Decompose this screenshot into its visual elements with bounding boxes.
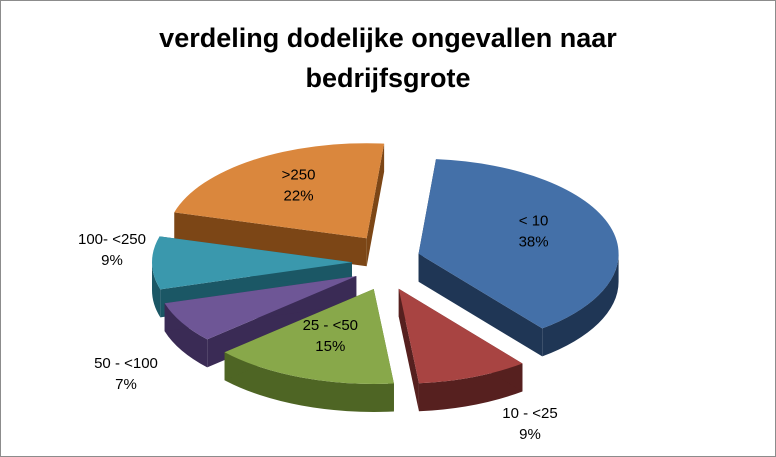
slice-label-4: 100- <250 (78, 231, 146, 248)
slice-label-1: 10 - <25 (502, 405, 557, 422)
slice-label-3: 50 - <100 (94, 355, 158, 372)
pie-slice-top (398, 288, 523, 384)
chart-title: verdeling dodelijke ongevallen naar bedr… (0, 18, 776, 98)
slice-percent-3: 7% (115, 376, 137, 393)
pie-slice-5 (174, 143, 385, 267)
pie-slice-0 (418, 159, 619, 357)
slice-label-5: >250 (282, 166, 316, 183)
pie-slice-2 (224, 288, 394, 412)
slice-percent-5: 22% (284, 187, 314, 204)
slice-percent-4: 9% (101, 252, 123, 269)
chart-title-line-2: bedrijfsgrote (305, 63, 471, 93)
pie-slice-top (224, 288, 394, 384)
pie-slice-top (418, 159, 619, 329)
pie-slice-side (174, 143, 385, 267)
slice-percent-0: 38% (519, 233, 549, 250)
pie-slice-1 (398, 288, 523, 412)
pie-slice-top (152, 236, 353, 290)
slice-label-2: 25 - <50 (303, 317, 358, 334)
pie-slice-top (164, 276, 357, 340)
chart-title-line-1: verdeling dodelijke ongevallen naar (159, 23, 617, 53)
pie-slice-top (174, 143, 385, 239)
slice-percent-2: 15% (315, 338, 345, 355)
slice-percent-1: 9% (519, 426, 541, 443)
slice-label-0: < 10 (519, 212, 549, 229)
